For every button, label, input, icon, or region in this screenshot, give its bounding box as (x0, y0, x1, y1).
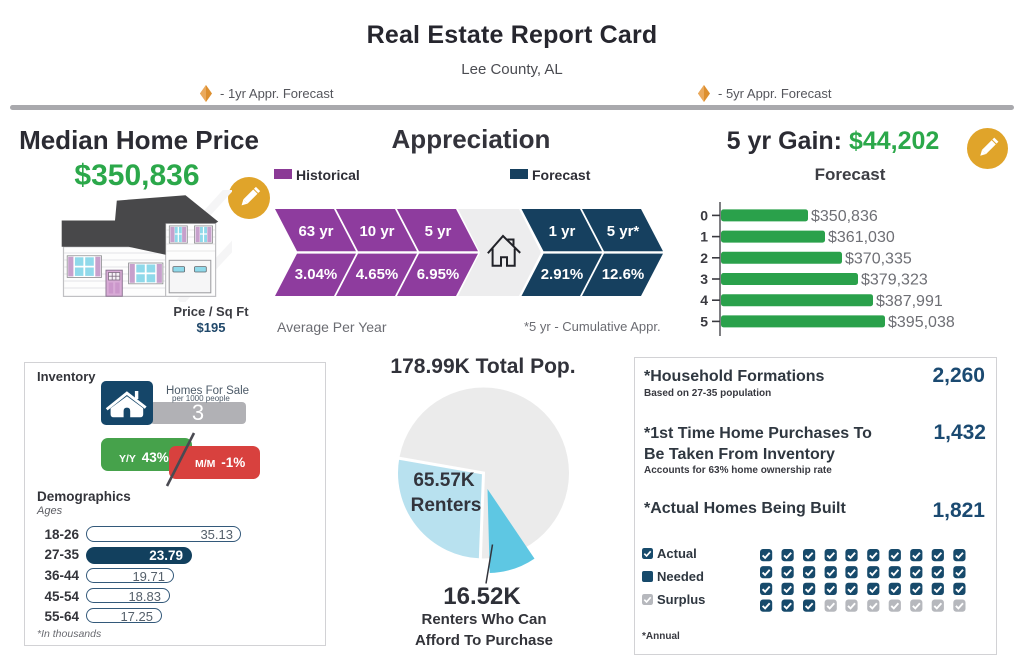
svg-text:$370,335: $370,335 (845, 250, 912, 267)
svg-text:12.6%: 12.6% (602, 266, 645, 283)
svg-text:$387,991: $387,991 (876, 293, 943, 310)
svg-text:5 yr: 5 yr (425, 223, 452, 240)
svg-text:0: 0 (700, 207, 708, 223)
svg-text:5: 5 (700, 313, 708, 329)
svg-text:4.65%: 4.65% (356, 266, 399, 283)
svg-text:$361,030: $361,030 (828, 229, 895, 246)
svg-text:3: 3 (700, 271, 708, 287)
svg-text:2: 2 (700, 250, 708, 266)
svg-text:1: 1 (700, 229, 708, 245)
svg-text:$395,038: $395,038 (888, 314, 955, 331)
svg-text:10 yr: 10 yr (359, 223, 394, 240)
svg-text:6.95%: 6.95% (417, 266, 460, 283)
svg-text:63 yr: 63 yr (298, 223, 333, 240)
svg-text:3.04%: 3.04% (295, 266, 338, 283)
svg-text:$379,323: $379,323 (861, 272, 928, 289)
svg-text:$350,836: $350,836 (811, 208, 878, 225)
svg-text:1 yr: 1 yr (549, 223, 576, 240)
svg-text:5 yr*: 5 yr* (607, 223, 640, 240)
svg-text:4: 4 (700, 292, 708, 308)
svg-text:2.91%: 2.91% (541, 266, 584, 283)
